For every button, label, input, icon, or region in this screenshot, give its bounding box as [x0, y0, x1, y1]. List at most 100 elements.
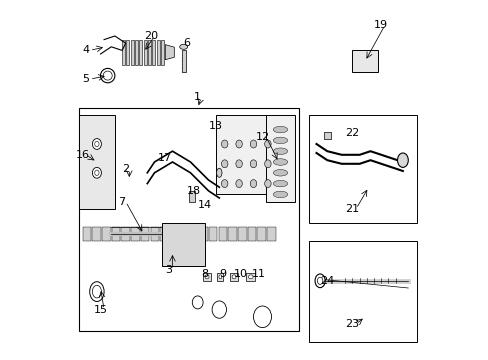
Text: 10: 10 [233, 269, 247, 279]
Ellipse shape [273, 191, 287, 198]
Ellipse shape [235, 140, 242, 148]
Ellipse shape [264, 140, 270, 148]
Bar [131, 227, 140, 241]
Ellipse shape [235, 160, 242, 168]
Text: 4: 4 [82, 45, 89, 55]
Bar [92, 227, 101, 241]
Ellipse shape [221, 180, 227, 188]
Text: 9: 9 [219, 269, 226, 279]
Bar [215, 115, 287, 194]
Bar [156, 40, 160, 65]
Ellipse shape [273, 159, 287, 165]
Text: 20: 20 [143, 31, 158, 41]
Bar [82, 227, 280, 241]
Ellipse shape [314, 274, 325, 288]
Ellipse shape [248, 275, 252, 279]
Ellipse shape [235, 180, 242, 188]
Ellipse shape [397, 153, 407, 167]
Bar [228, 227, 237, 241]
Bar [152, 40, 155, 65]
Text: 16: 16 [75, 150, 89, 160]
Bar [121, 227, 130, 241]
Bar [141, 227, 149, 241]
Ellipse shape [216, 168, 222, 177]
Bar [352, 50, 377, 72]
Bar [309, 115, 416, 223]
Ellipse shape [253, 306, 271, 328]
Bar [265, 115, 294, 202]
Text: 5: 5 [82, 74, 89, 84]
Bar [111, 227, 120, 241]
Ellipse shape [95, 141, 99, 147]
Ellipse shape [221, 140, 227, 148]
Text: 21: 21 [345, 204, 359, 214]
Text: 8: 8 [201, 269, 208, 279]
Bar [143, 40, 146, 65]
Text: 14: 14 [198, 200, 211, 210]
Polygon shape [165, 45, 174, 60]
Polygon shape [79, 115, 115, 209]
Ellipse shape [219, 275, 222, 279]
Bar [181, 50, 185, 72]
Ellipse shape [250, 160, 256, 168]
Ellipse shape [273, 170, 287, 176]
Ellipse shape [273, 148, 287, 154]
Ellipse shape [95, 170, 99, 175]
Bar [135, 40, 138, 65]
Text: 17: 17 [158, 153, 172, 163]
Bar [82, 227, 91, 241]
Bar [150, 227, 159, 241]
Bar [102, 227, 110, 241]
Ellipse shape [89, 282, 104, 302]
Ellipse shape [103, 71, 112, 80]
Bar [189, 227, 198, 241]
Ellipse shape [92, 285, 101, 298]
Text: 7: 7 [118, 197, 125, 207]
Bar [230, 273, 238, 281]
Bar [266, 227, 275, 241]
Ellipse shape [273, 137, 287, 144]
Bar [203, 273, 211, 281]
Text: 22: 22 [345, 128, 359, 138]
Bar [199, 227, 207, 241]
Ellipse shape [232, 275, 236, 279]
Bar [179, 227, 188, 241]
Text: 13: 13 [208, 121, 222, 131]
Ellipse shape [273, 126, 287, 133]
Ellipse shape [264, 180, 270, 188]
Bar [323, 132, 330, 139]
Text: 24: 24 [320, 276, 334, 286]
Bar [217, 273, 223, 281]
Bar [238, 227, 246, 241]
Ellipse shape [273, 180, 287, 187]
Ellipse shape [179, 44, 187, 49]
Ellipse shape [250, 180, 256, 188]
Text: 11: 11 [251, 269, 265, 279]
Text: 15: 15 [93, 305, 107, 315]
Text: 3: 3 [165, 265, 172, 275]
Bar [139, 40, 142, 65]
Bar [247, 227, 256, 241]
Text: 23: 23 [345, 319, 359, 329]
Text: 2: 2 [122, 164, 129, 174]
Ellipse shape [264, 160, 270, 168]
Ellipse shape [92, 139, 101, 149]
Ellipse shape [221, 160, 227, 168]
Bar [246, 273, 255, 281]
Bar [161, 40, 163, 65]
Bar [257, 227, 265, 241]
Ellipse shape [204, 275, 208, 279]
Ellipse shape [192, 296, 203, 309]
Bar [148, 40, 151, 65]
Text: 1: 1 [194, 92, 201, 102]
Ellipse shape [212, 301, 226, 318]
Text: 6: 6 [183, 38, 190, 48]
Text: 18: 18 [186, 186, 201, 196]
Ellipse shape [250, 140, 256, 148]
Bar [208, 227, 217, 241]
Bar [130, 40, 134, 65]
Bar [160, 227, 168, 241]
Ellipse shape [317, 277, 322, 284]
Ellipse shape [92, 167, 101, 178]
Bar [218, 227, 227, 241]
